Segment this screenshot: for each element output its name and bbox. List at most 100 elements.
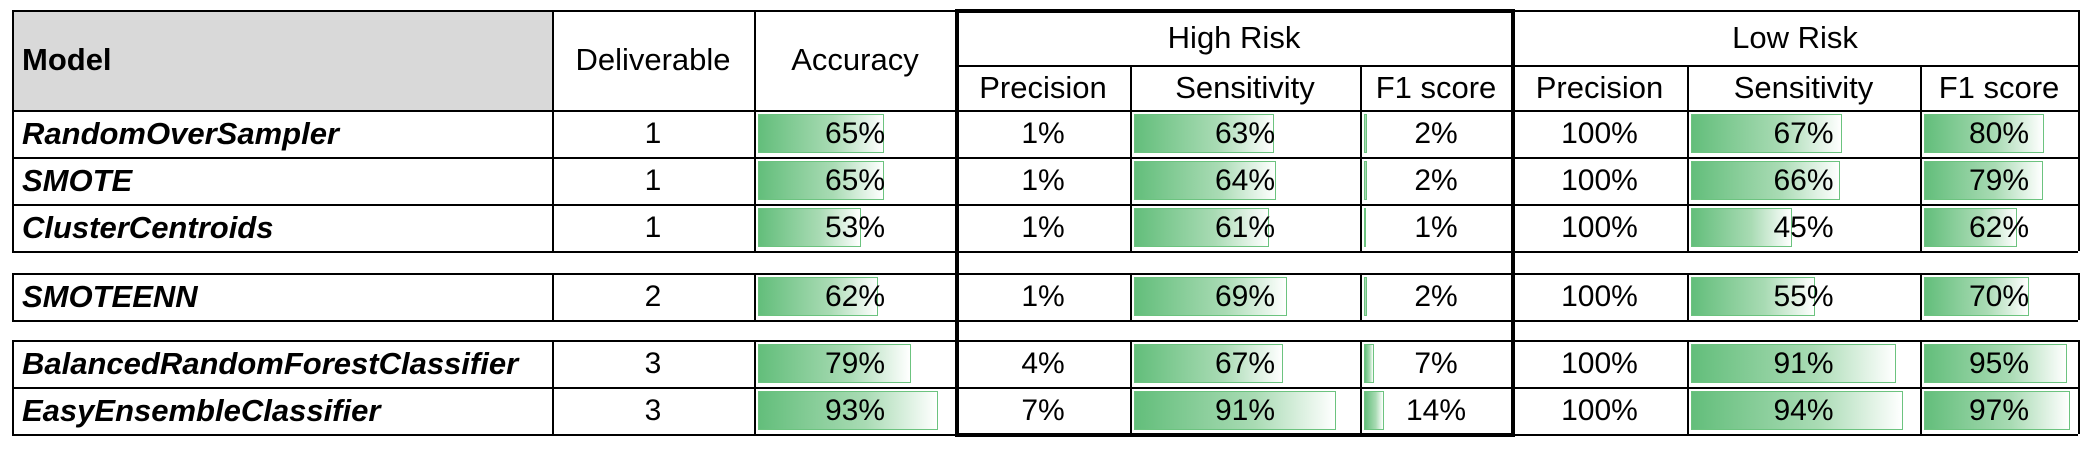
grid-line: [1360, 65, 1362, 110]
data-bar: [758, 208, 861, 247]
header-high-risk-f1: F1 score: [1375, 69, 1497, 105]
results-table: Model Deliverable Accuracy High Risk Low Ris…: [12, 9, 2080, 444]
grid-line: [1687, 110, 1689, 251]
cell-value: 67%: [1773, 116, 1834, 150]
cell-value: 79%: [1968, 163, 2030, 197]
cell-lr-f1: 95%: [1920, 340, 2078, 387]
model-name: RandomOverSampler: [22, 115, 339, 151]
cell-value: 61%: [1214, 210, 1276, 244]
cell-lr-f1: 62%: [1920, 204, 2078, 251]
grid-line: [1687, 65, 1689, 110]
cell-value: 65%: [824, 163, 886, 197]
data-bar: [758, 391, 938, 430]
cell-value: 1: [644, 210, 662, 244]
header-deliverable: Deliverable: [575, 42, 731, 77]
cell-value: 100%: [1561, 163, 1638, 197]
cell-value: 7%: [1414, 346, 1458, 380]
cell-deliverable: 1: [552, 157, 754, 204]
grid-line: [2078, 110, 2080, 251]
data-bar: [1134, 277, 1287, 316]
cell-value: 3: [644, 346, 662, 380]
grid-line: [12, 251, 2078, 253]
grid-line: [12, 320, 2078, 322]
header-low-risk-f1: F1 score: [1938, 69, 2060, 105]
model-name: BalancedRandomForestClassifier: [22, 345, 519, 381]
cell-value: 1%: [1021, 279, 1065, 313]
cell-value: 3: [644, 393, 662, 427]
header-low-risk-precision: Precision: [1535, 69, 1664, 105]
group-divider: [956, 65, 2078, 67]
data-bar: [1691, 208, 1792, 247]
header-high-risk: High Risk: [1167, 19, 1301, 55]
cell-accuracy: 62%: [754, 273, 956, 320]
data-bar: [1691, 277, 1815, 316]
grid-line: [12, 273, 14, 320]
cell-accuracy: 93%: [754, 387, 956, 434]
cell-lr-precision: 100%: [1512, 110, 1687, 157]
cell-lr-precision: 100%: [1512, 157, 1687, 204]
data-bar: [1924, 208, 2017, 247]
grid-line: [1360, 110, 1362, 251]
cell-accuracy: 79%: [754, 340, 956, 387]
grid-line: [552, 10, 554, 110]
data-bar: [1691, 344, 1896, 383]
data-bar: [1924, 344, 2067, 383]
data-bar: [1691, 161, 1840, 200]
cell-value: 7%: [1021, 393, 1065, 427]
cell-value: 2%: [1414, 163, 1458, 197]
cell-value: 4%: [1021, 346, 1065, 380]
cell-value: 1%: [1414, 210, 1458, 244]
grid-line: [2078, 340, 2080, 434]
data-bar: [1364, 161, 1367, 200]
cell-lr-sensitivity: 91%: [1687, 340, 1920, 387]
data-bar: [758, 277, 878, 316]
model-name: ClusterCentroids: [22, 209, 274, 245]
cell-value: 69%: [1214, 279, 1276, 313]
cell-hr-f1: 2%: [1360, 110, 1512, 157]
grid-line: [12, 340, 2078, 342]
cell-value: 55%: [1773, 279, 1834, 313]
cell-lr-f1: 80%: [1920, 110, 2078, 157]
cell-value: 100%: [1561, 279, 1638, 313]
cell-deliverable: 2: [552, 273, 754, 320]
cell-hr-f1: 7%: [1360, 340, 1512, 387]
cell-hr-sensitivity: 61%: [1130, 204, 1360, 251]
cell-value: 100%: [1561, 210, 1638, 244]
grid-line: [12, 387, 2078, 389]
cell-lr-sensitivity: 67%: [1687, 110, 1920, 157]
cell-value: 80%: [1968, 116, 2030, 150]
cell-value: 2: [644, 279, 662, 313]
header-model: Model: [12, 10, 552, 110]
cell-value: 100%: [1561, 346, 1638, 380]
cell-hr-f1: 14%: [1360, 387, 1512, 434]
cell-lr-precision: 100%: [1512, 273, 1687, 320]
cell-lr-sensitivity: 94%: [1687, 387, 1920, 434]
cell-value: 67%: [1214, 346, 1276, 380]
data-bar: [1134, 208, 1269, 247]
grid-line: [12, 10, 14, 110]
cell-hr-precision: 4%: [956, 340, 1130, 387]
high-risk-highlight-box: [955, 9, 1515, 437]
grid-line: [552, 273, 554, 320]
cell-hr-sensitivity: 69%: [1130, 273, 1360, 320]
model-name: EasyEnsembleClassifier: [22, 392, 381, 428]
cell-value: 70%: [1968, 279, 2030, 313]
cell-value: 1: [644, 116, 662, 150]
grid-line: [1130, 65, 1132, 110]
cell-value: 64%: [1214, 163, 1276, 197]
grid-line: [754, 10, 756, 110]
data-bar: [758, 344, 911, 383]
data-bar: [1924, 161, 2043, 200]
cell-lr-sensitivity: 66%: [1687, 157, 1920, 204]
grid-line: [12, 157, 2078, 159]
cell-accuracy: 65%: [754, 110, 956, 157]
cell-value: 66%: [1773, 163, 1834, 197]
header-high-risk-sensitivity: Sensitivity: [1175, 69, 1315, 105]
cell-value: 65%: [824, 116, 886, 150]
cell-value: 53%: [824, 210, 886, 244]
header-high-risk-precision: Precision: [979, 69, 1107, 105]
grid-line: [12, 204, 2078, 206]
cell-lr-precision: 100%: [1512, 204, 1687, 251]
grid-line: [12, 273, 2078, 275]
cell-lr-sensitivity: 55%: [1687, 273, 1920, 320]
